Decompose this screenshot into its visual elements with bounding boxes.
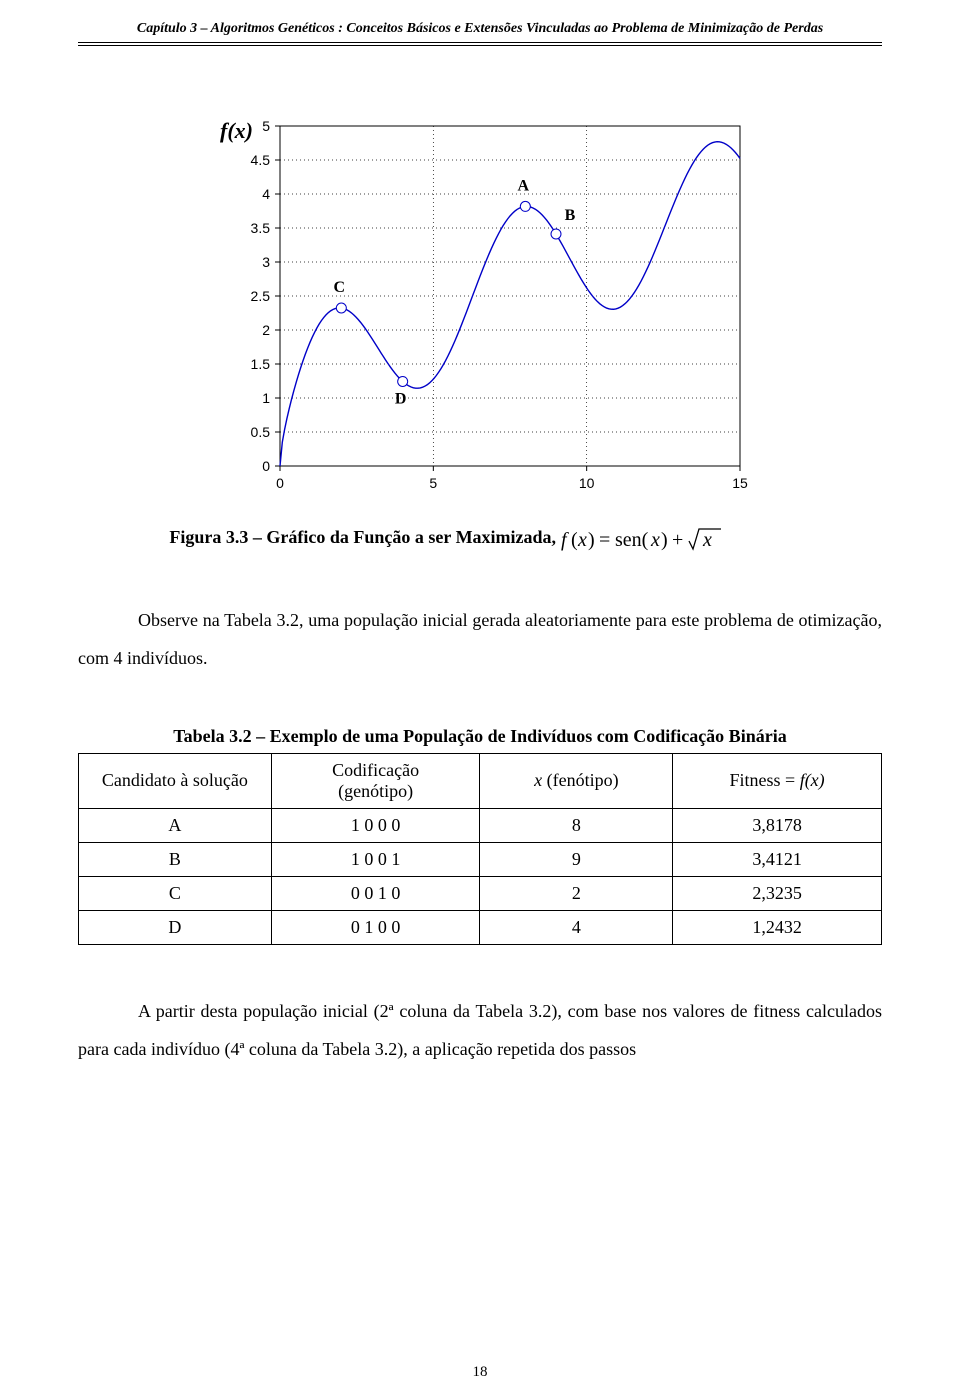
table-cell: 1,2432 <box>673 910 882 944</box>
svg-text:(: ( <box>571 529 578 551</box>
chapter-header: Capítulo 3 – Algoritmos Genéticos : Conc… <box>78 20 882 42</box>
svg-text:4: 4 <box>262 186 270 202</box>
svg-text:1: 1 <box>262 390 270 406</box>
table-cell: 1 0 0 0 <box>271 808 480 842</box>
table-cell: 2 <box>480 876 673 910</box>
table-header-cell: Fitness = f(x) <box>673 753 882 808</box>
figure-3-3-caption: Figura 3.3 – Gráfico da Função a ser Max… <box>78 524 882 554</box>
svg-text:): ) <box>588 529 595 551</box>
svg-text:0: 0 <box>276 475 284 491</box>
svg-text:+: + <box>672 529 683 551</box>
table-row: D0 1 0 041,2432 <box>79 910 882 944</box>
svg-text:C: C <box>334 279 346 296</box>
svg-text:x: x <box>577 529 587 551</box>
svg-text:2.5: 2.5 <box>251 288 271 304</box>
svg-text:D: D <box>395 391 407 408</box>
table-cell: 4 <box>480 910 673 944</box>
svg-text:3.5: 3.5 <box>251 220 271 236</box>
table-3-2-caption: Tabela 3.2 – Exemplo de uma População de… <box>78 726 882 747</box>
svg-text:2: 2 <box>262 322 270 338</box>
svg-text:4.5: 4.5 <box>251 152 271 168</box>
svg-text:sen(: sen( <box>615 529 649 551</box>
svg-text:0: 0 <box>262 458 270 474</box>
table-cell: D <box>79 910 272 944</box>
header-rule <box>78 42 882 46</box>
paragraph-1: Observe na Tabela 3.2, uma população ini… <box>78 602 882 678</box>
table-row: C0 0 1 022,3235 <box>79 876 882 910</box>
svg-text:B: B <box>565 207 576 224</box>
table-header-cell: x (fenótipo) <box>480 753 673 808</box>
figure-3-3-chart: 0 0.5 1 1.5 2 2.5 3 3.5 4 4.5 5 0 5 10 15 f(x) A B C D <box>78 96 882 506</box>
table-row: A1 0 0 083,8178 <box>79 808 882 842</box>
svg-text:10: 10 <box>579 475 595 491</box>
table-cell: 2,3235 <box>673 876 882 910</box>
table-cell: 1 0 0 1 <box>271 842 480 876</box>
svg-text:1.5: 1.5 <box>251 356 271 372</box>
table-cell: 9 <box>480 842 673 876</box>
page-number: 18 <box>0 1364 960 1381</box>
table-header-cell: Candidato à solução <box>79 753 272 808</box>
table-cell: 8 <box>480 808 673 842</box>
table-cell: 0 0 1 0 <box>271 876 480 910</box>
svg-text:x: x <box>650 529 660 551</box>
svg-text:=: = <box>599 529 610 551</box>
chart-svg: 0 0.5 1 1.5 2 2.5 3 3.5 4 4.5 5 0 5 10 15 f(x) A B C D <box>200 96 760 506</box>
table-cell: C <box>79 876 272 910</box>
paragraph-2: A partir desta população inicial (2ª col… <box>78 993 882 1069</box>
table-cell: 3,4121 <box>673 842 882 876</box>
svg-text:5: 5 <box>262 118 270 134</box>
table-row: B1 0 0 193,4121 <box>79 842 882 876</box>
svg-text:5: 5 <box>429 475 437 491</box>
table-cell: 0 1 0 0 <box>271 910 480 944</box>
svg-text:A: A <box>518 178 530 195</box>
table-cell: A <box>79 808 272 842</box>
svg-text:f(x): f(x) <box>220 118 253 143</box>
table-cell: 3,8178 <box>673 808 882 842</box>
svg-text:15: 15 <box>732 475 748 491</box>
figure-caption-prefix: Figura 3.3 – Gráfico da Função a ser Max… <box>169 527 560 547</box>
table-header-cell: Codificação(genótipo) <box>271 753 480 808</box>
svg-text:): ) <box>661 529 668 551</box>
svg-text:x: x <box>702 529 712 551</box>
svg-text:f: f <box>561 529 569 551</box>
figure-caption-equation: f(x)=sen(x)+x <box>561 527 791 547</box>
svg-text:3: 3 <box>262 254 270 270</box>
svg-text:0.5: 0.5 <box>251 424 271 440</box>
table-cell: B <box>79 842 272 876</box>
table-3-2: Candidato à soluçãoCodificação(genótipo)… <box>78 753 882 945</box>
